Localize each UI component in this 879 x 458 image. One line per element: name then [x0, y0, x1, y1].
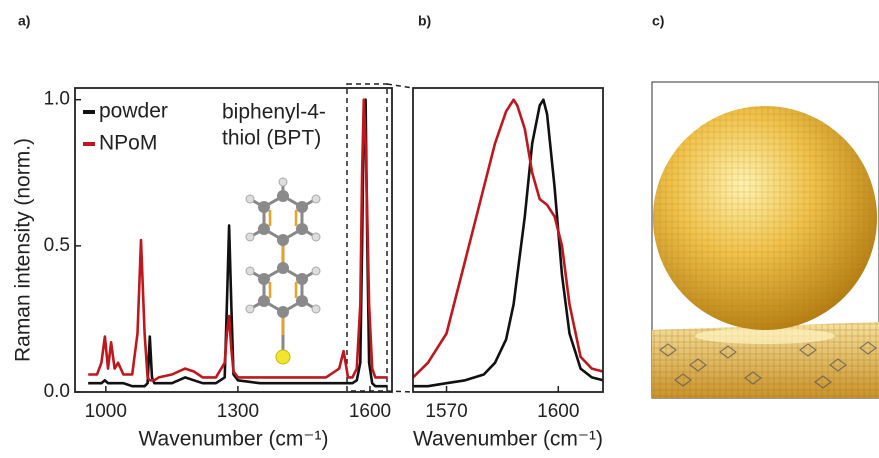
y-tick-label: 0.0: [44, 381, 70, 402]
annotation: thiol (BPT): [222, 127, 321, 150]
series-line: [412, 98, 604, 379]
legend-label: powder: [99, 100, 168, 123]
x-tick-label: 1600: [537, 401, 579, 422]
legend-label: NPoM: [99, 132, 157, 155]
nanoparticle-render: [651, 81, 879, 399]
y-tick-label: 1.0: [44, 89, 70, 110]
panel-label: c): [652, 13, 664, 29]
panel-label: b): [418, 13, 431, 29]
y-axis-label: Raman intensity (norm.): [12, 138, 35, 362]
annotation: biphenyl-4-: [222, 101, 326, 124]
x-tick-label: 1000: [85, 401, 127, 422]
panel-label: a): [18, 13, 30, 29]
series-line: [88, 98, 388, 382]
series-line: [413, 98, 604, 388]
x-tick-label: 1300: [217, 401, 259, 422]
plot-frame: [74, 87, 393, 393]
plot-frame: [412, 87, 604, 393]
molecule: [245, 177, 321, 365]
x-tick-label: 1600: [349, 401, 391, 422]
y-tick-label: 0.5: [44, 235, 70, 256]
x-axis-label: Wavenumber (cm⁻¹): [413, 428, 603, 451]
x-axis-label: Wavenumber (cm⁻¹): [139, 428, 329, 451]
x-tick-label: 1570: [425, 401, 467, 422]
